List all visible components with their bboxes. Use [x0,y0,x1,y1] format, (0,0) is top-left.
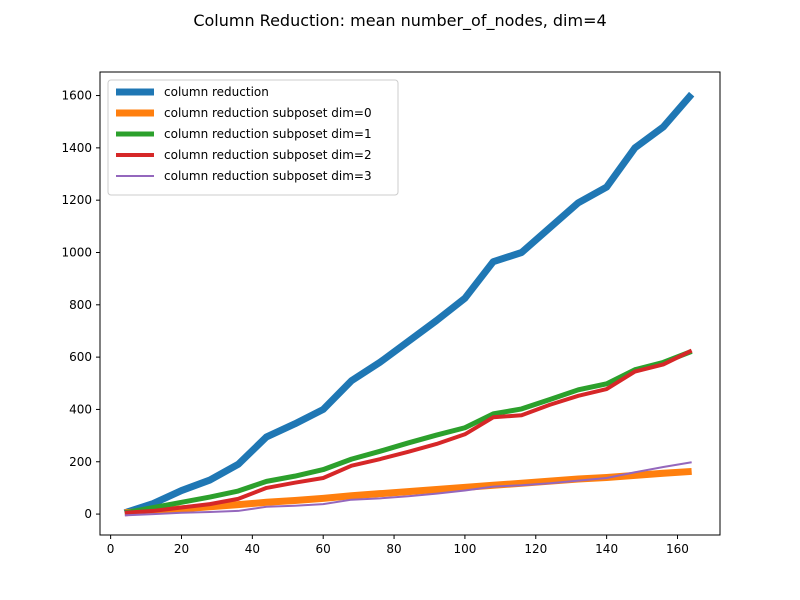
series-line-2 [124,349,693,516]
y-tick-label: 600 [69,350,92,364]
x-tick-label: 80 [386,542,401,556]
series-line-4 [124,461,692,517]
x-tick-label: 160 [666,542,689,556]
x-tick-label: 0 [107,542,115,556]
x-tick-label: 120 [524,542,547,556]
y-tick-label: 1400 [61,141,92,155]
series-lines [123,91,695,517]
x-tick-label: 100 [453,542,476,556]
legend-label-3: column reduction subposet dim=2 [164,148,372,162]
x-tick-label: 20 [174,542,189,556]
series-line-3 [124,348,693,515]
legend-label-0: column reduction [164,85,269,99]
y-tick-label: 200 [69,455,92,469]
y-axis-ticks: 0 200 400 600 800 1000 1200 1400 1600 [61,89,100,521]
y-tick-label: 1600 [61,89,92,103]
y-tick-label: 400 [69,402,92,416]
y-tick-label: 1200 [61,193,92,207]
plot-area-border [99,71,721,536]
legend: column reduction column reduction subpose… [107,79,399,196]
legend-label-1: column reduction subposet dim=0 [164,106,372,120]
legend-label-4: column reduction subposet dim=3 [164,169,372,183]
legend-box [107,79,399,196]
axes-frame [99,71,721,536]
x-tick-label: 60 [316,542,331,556]
y-tick-label: 1000 [61,245,92,259]
x-tick-label: 40 [245,542,260,556]
y-tick-label: 800 [69,298,92,312]
legend-label-2: column reduction subposet dim=1 [164,127,372,141]
x-tick-label: 140 [595,542,618,556]
chart-title: Column Reduction: mean number_of_nodes, … [193,11,606,31]
y-tick-label: 0 [84,507,92,521]
x-axis-ticks: 0 20 40 60 80 100 120 140 160 [107,535,689,556]
series-line-0 [123,91,695,517]
